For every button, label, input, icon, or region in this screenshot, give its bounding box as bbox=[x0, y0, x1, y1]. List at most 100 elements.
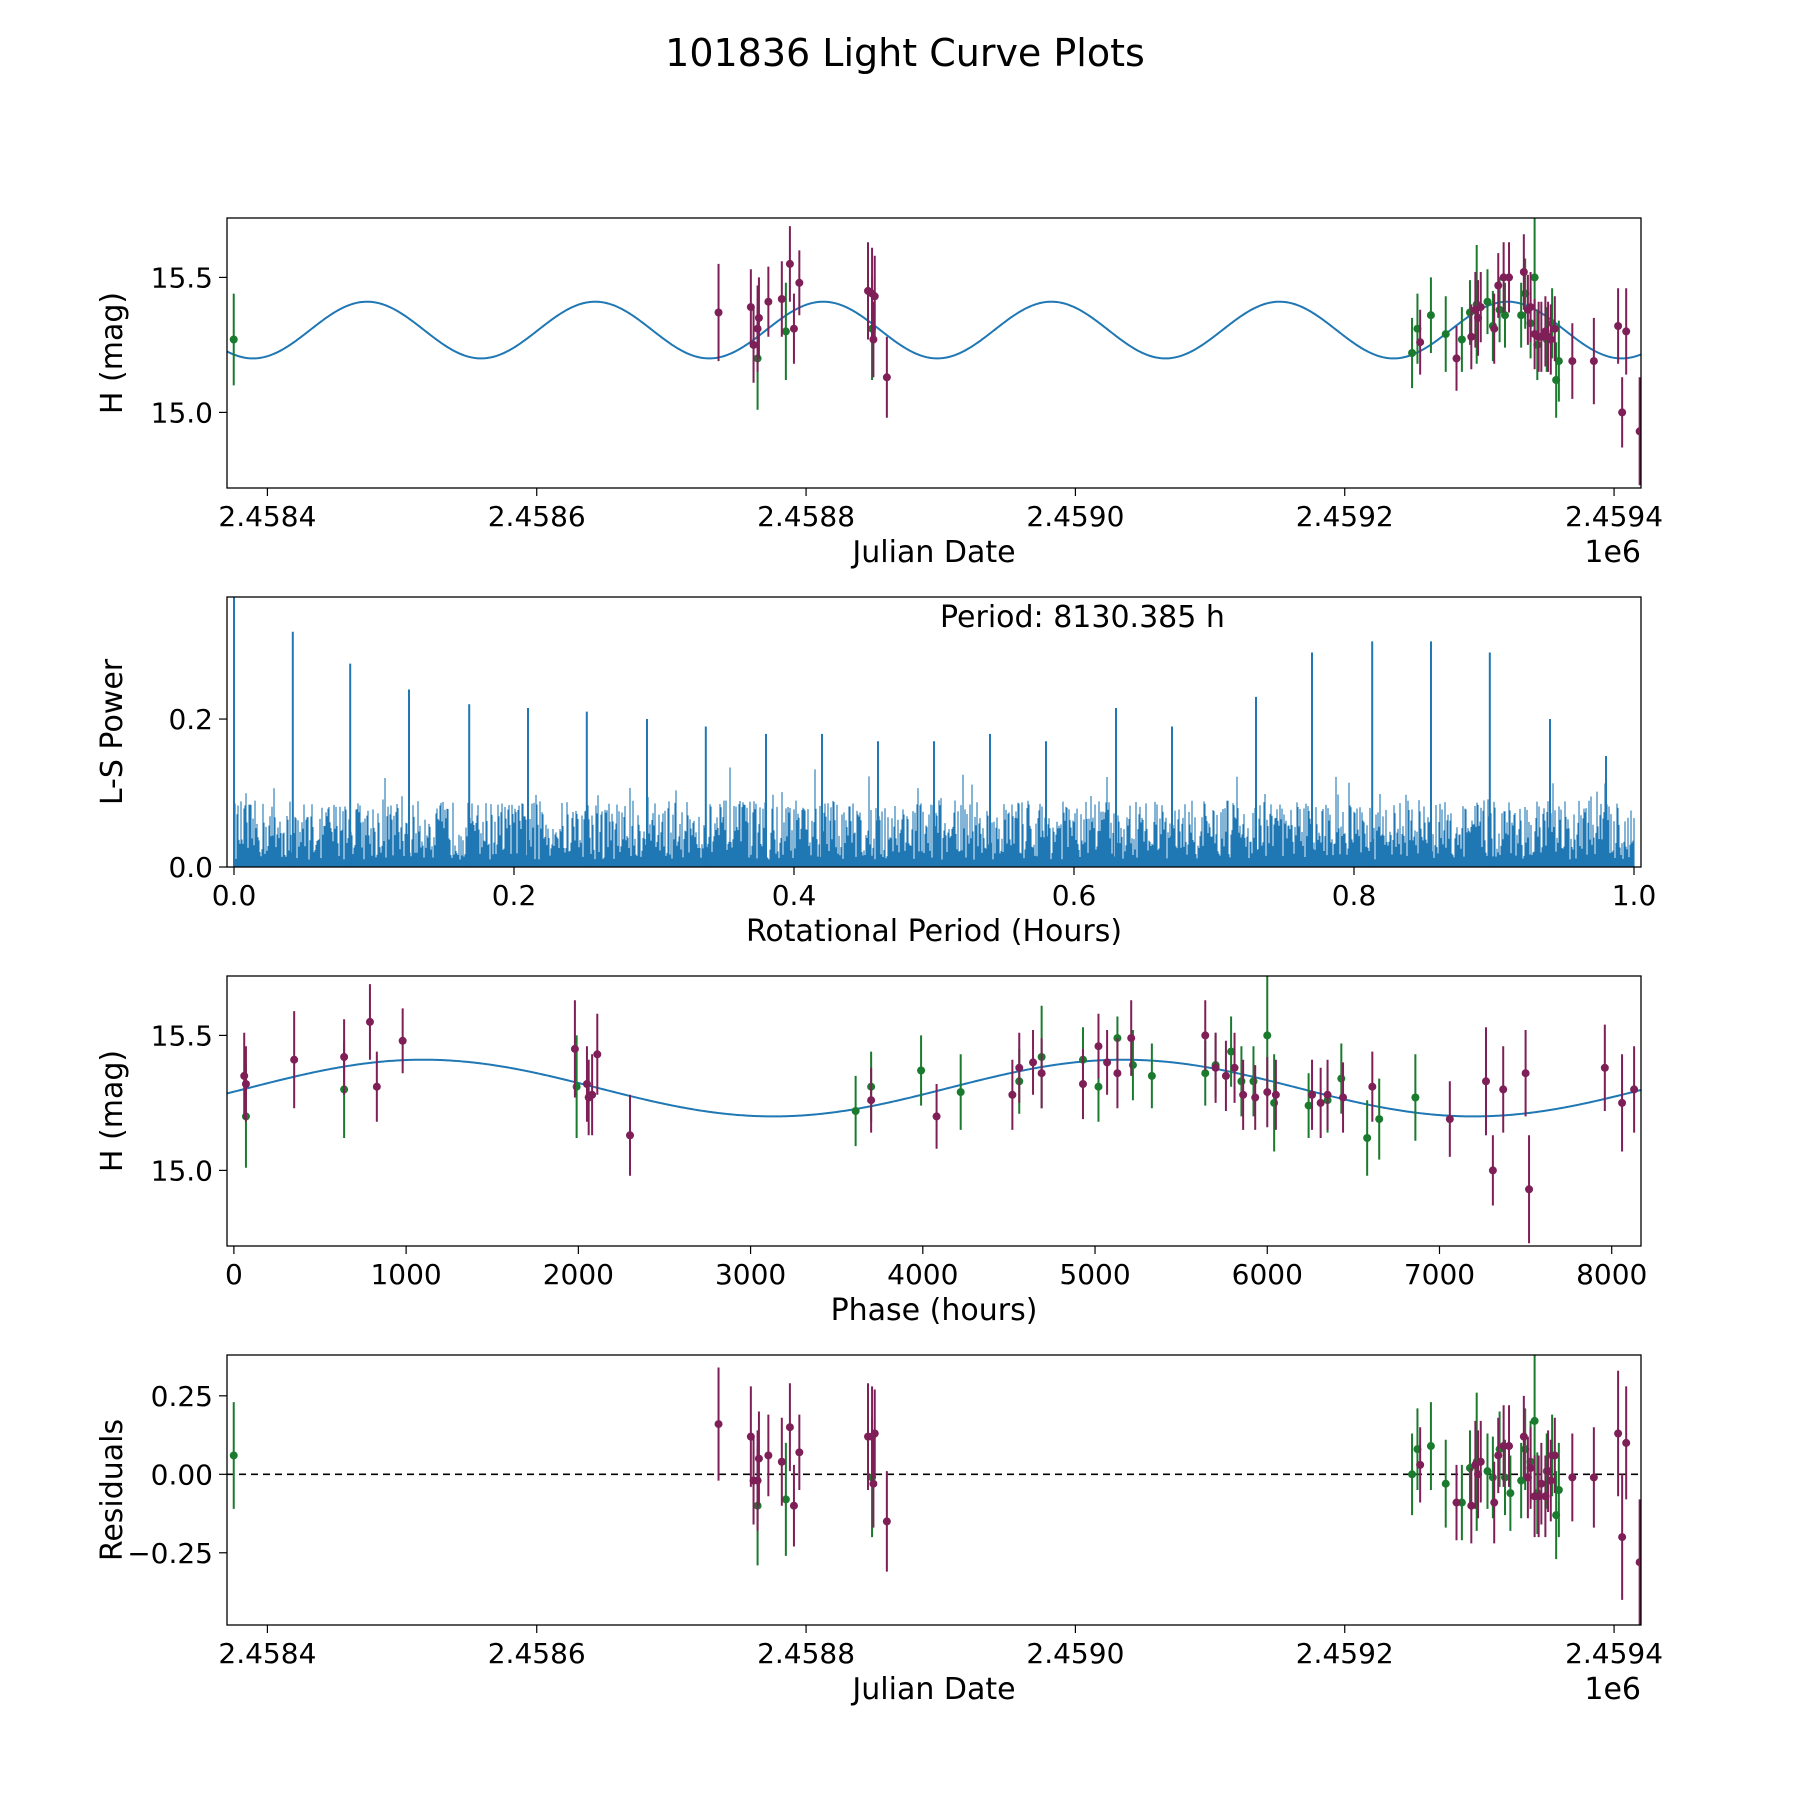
axes-frame bbox=[226, 975, 1642, 1247]
period-annotation: Period: 8130.385 h bbox=[940, 600, 1225, 635]
y-tick-label: 15.5 bbox=[151, 261, 213, 294]
data-point bbox=[1546, 1476, 1555, 1485]
data-point bbox=[1201, 1069, 1210, 1078]
data-point bbox=[398, 1036, 407, 1045]
data-point bbox=[1237, 1077, 1246, 1086]
data-point bbox=[1008, 1090, 1017, 1099]
x-tick-label: 2.4588 bbox=[757, 500, 855, 533]
axes-frame bbox=[226, 217, 1642, 489]
x-tick-label: 0.2 bbox=[492, 879, 537, 912]
data-point bbox=[714, 308, 723, 317]
x-tick-label: 2.4586 bbox=[488, 500, 586, 533]
x-tick-label: 2.4592 bbox=[1296, 1637, 1394, 1670]
data-point bbox=[882, 1517, 891, 1526]
data-point bbox=[1271, 1090, 1280, 1099]
data-point bbox=[1416, 338, 1425, 347]
data-point bbox=[1589, 1473, 1598, 1482]
data-point bbox=[1251, 1093, 1260, 1102]
x-tick-label: 0 bbox=[225, 1258, 243, 1291]
data-point bbox=[1499, 1085, 1508, 1094]
data-point bbox=[1589, 357, 1598, 366]
x-tick-label: 2.4592 bbox=[1296, 500, 1394, 533]
figure-title: 101836 Light Curve Plots bbox=[665, 31, 1145, 75]
phased-panel: 0 1000 2000 3000 4000 5000 6000 7000 8000 15.0 15.… bbox=[95, 975, 1647, 1328]
data-point bbox=[1094, 1042, 1103, 1051]
data-point bbox=[754, 313, 763, 322]
data-point bbox=[1227, 1047, 1236, 1056]
y-tick-label: 0.00 bbox=[151, 1458, 213, 1491]
data-point bbox=[777, 295, 786, 303]
data-point bbox=[572, 1082, 581, 1091]
data-point bbox=[781, 327, 790, 336]
x-axis-label: Phase (hours) bbox=[831, 1293, 1038, 1328]
lightcurve-panel: 2.4584 2.4586 2.4588 2.4590 2.4592 2.4594 15.0… bbox=[95, 217, 1663, 570]
data-point bbox=[1618, 408, 1627, 417]
data-point bbox=[1316, 1098, 1325, 1107]
data-point bbox=[1339, 1093, 1348, 1102]
data-point bbox=[1494, 281, 1503, 290]
y-tick-label: 15.0 bbox=[151, 396, 213, 429]
data-point bbox=[626, 1131, 635, 1140]
data-point bbox=[241, 1080, 250, 1088]
data-point bbox=[1467, 1501, 1476, 1510]
data-point bbox=[1568, 357, 1577, 366]
data-point bbox=[340, 1053, 349, 1061]
data-point bbox=[1426, 311, 1435, 320]
data-point bbox=[1103, 1058, 1112, 1067]
data-point bbox=[1614, 322, 1623, 330]
data-point bbox=[1127, 1034, 1136, 1043]
data-point bbox=[1614, 1429, 1623, 1438]
data-point bbox=[1128, 1061, 1137, 1070]
data-point bbox=[1622, 327, 1631, 336]
data-point bbox=[1375, 1115, 1384, 1124]
data-point bbox=[1568, 1473, 1577, 1482]
data-point bbox=[1530, 1416, 1539, 1425]
series-r bbox=[240, 984, 1639, 1244]
data-point bbox=[1505, 273, 1514, 282]
data-point bbox=[588, 1090, 597, 1099]
data-point bbox=[1094, 1082, 1103, 1091]
periodogram-panel: Period: 8130.385 h 0.0 0.2 0.4 0.6 0.8 1.0 0.0 0… bbox=[95, 596, 1656, 949]
data-point bbox=[1452, 354, 1461, 363]
data-point bbox=[229, 335, 238, 344]
plot-area bbox=[227, 976, 1641, 1244]
data-point bbox=[1467, 332, 1476, 341]
data-point bbox=[1037, 1069, 1046, 1078]
x-tick-label: 7000 bbox=[1404, 1258, 1475, 1291]
data-point bbox=[1457, 335, 1466, 344]
data-point bbox=[1308, 1090, 1317, 1099]
data-point bbox=[1481, 1077, 1490, 1086]
x-tick-label: 3000 bbox=[715, 1258, 786, 1291]
data-point bbox=[1441, 330, 1450, 339]
data-point bbox=[1488, 1473, 1497, 1482]
data-point bbox=[1416, 1460, 1425, 1469]
y-axis-label: H (mag) bbox=[95, 292, 130, 414]
data-point bbox=[1230, 1063, 1239, 1072]
data-point bbox=[777, 1457, 786, 1466]
x-tick-label: 0.8 bbox=[1332, 879, 1377, 912]
axes-frame bbox=[226, 596, 1642, 868]
data-point bbox=[290, 1055, 299, 1064]
y-axis-label: H (mag) bbox=[95, 1050, 130, 1172]
data-point bbox=[1635, 1558, 1641, 1567]
data-point bbox=[1506, 1489, 1515, 1498]
data-point bbox=[1015, 1063, 1024, 1072]
x-tick-label: 5000 bbox=[1059, 1258, 1130, 1291]
data-point bbox=[365, 1017, 374, 1026]
data-point bbox=[1029, 1058, 1038, 1067]
data-point bbox=[869, 1479, 878, 1488]
data-point bbox=[1490, 324, 1499, 333]
data-point bbox=[795, 1448, 804, 1457]
data-point bbox=[1618, 1098, 1627, 1107]
y-tick-label: 0.25 bbox=[151, 1380, 213, 1413]
x-tick-label: 0.4 bbox=[772, 879, 817, 912]
data-point bbox=[1363, 1134, 1372, 1142]
data-point bbox=[1147, 1071, 1156, 1080]
data-point bbox=[1078, 1080, 1087, 1088]
data-point bbox=[1505, 1442, 1514, 1451]
data-point bbox=[1554, 1486, 1563, 1494]
data-point bbox=[870, 1429, 879, 1438]
data-point bbox=[1113, 1069, 1122, 1078]
data-point bbox=[1221, 1071, 1230, 1080]
